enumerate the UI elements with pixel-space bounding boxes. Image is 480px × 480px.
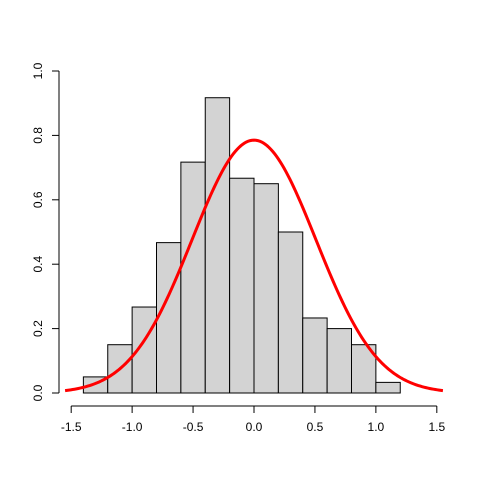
- histogram-bar: [375, 381, 401, 394]
- y-tick-label: 0.0: [31, 384, 45, 401]
- histogram-bar: [180, 161, 206, 394]
- histogram-bar: [156, 242, 182, 394]
- x-tick-label: -0.5: [183, 420, 204, 434]
- y-tick-label: 0.2: [31, 320, 45, 337]
- x-tick-label: -1.0: [122, 420, 143, 434]
- histogram-bar: [253, 183, 279, 394]
- x-tick-label: -1.5: [61, 420, 82, 434]
- histogram-bar: [326, 328, 352, 394]
- y-tick-label: 0.8: [31, 127, 45, 144]
- x-tick-label: 0.0: [246, 420, 263, 434]
- x-axis: -1.5 -1.0 -0.5 0.0 0.5 1.0 1.5: [61, 405, 445, 434]
- x-tick-label: 1.0: [368, 420, 385, 434]
- x-tick-label: 1.5: [428, 420, 445, 434]
- y-tick-label: 0.6: [31, 191, 45, 208]
- histogram-bars: [82, 97, 401, 394]
- histogram-bar: [302, 317, 328, 394]
- histogram-bar: [277, 231, 304, 394]
- histogram-bar: [204, 97, 231, 394]
- y-tick-label: 0.4: [31, 256, 45, 273]
- y-tick-label: 1.0: [31, 62, 45, 79]
- density-curve-line: [64, 138, 444, 393]
- y-axis: 0.0 0.2 0.4 0.6 0.8 1.0: [31, 62, 60, 401]
- x-tick-label: 0.5: [307, 420, 324, 434]
- histogram-bar: [229, 177, 255, 394]
